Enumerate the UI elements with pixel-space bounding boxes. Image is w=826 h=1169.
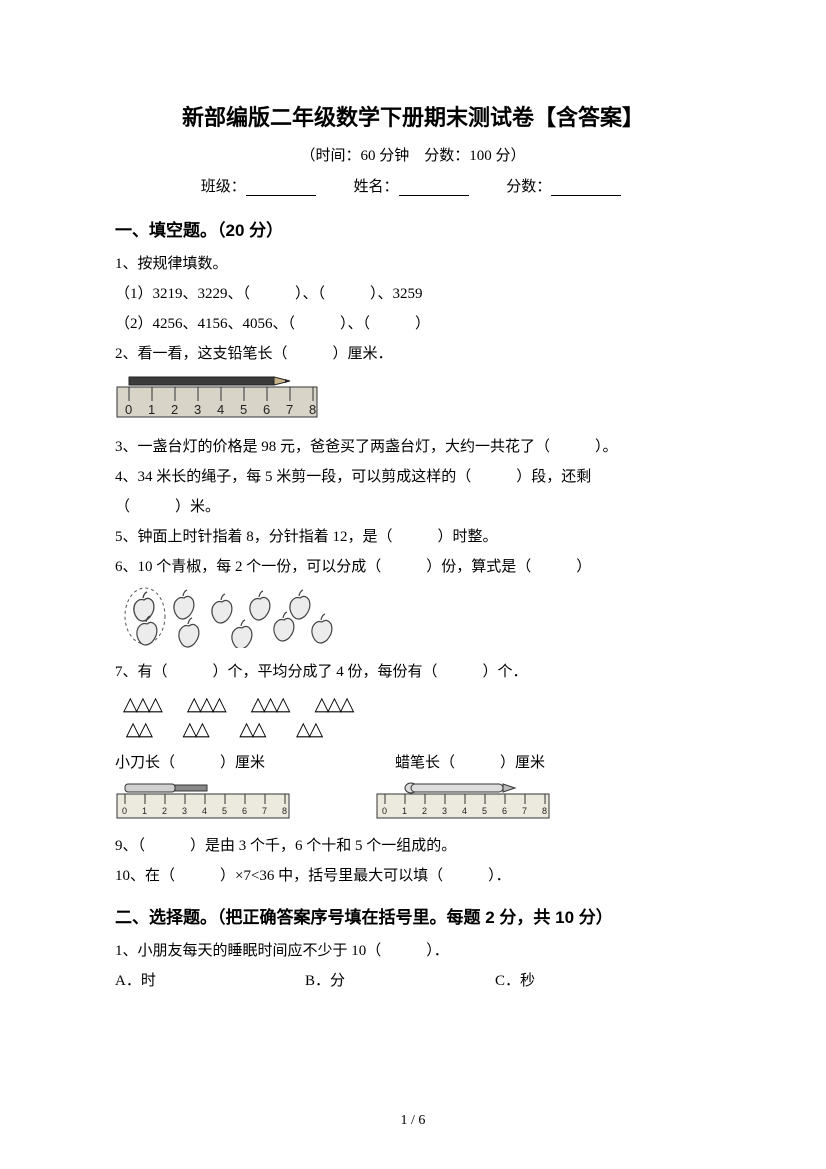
svg-text:1: 1 xyxy=(402,806,407,816)
page-number: 1 / 6 xyxy=(0,1113,826,1129)
tri-group: △△ xyxy=(236,718,267,743)
section-2-title: 二、选择题。（把正确答案序号填在括号里。每题 2 分，共 10 分） xyxy=(115,903,711,928)
ruler-crayon: 0 1 2 3 4 5 6 7 8 xyxy=(375,782,555,827)
section-1-title: 一、填空题。（20 分） xyxy=(115,216,711,241)
svg-text:2: 2 xyxy=(162,806,167,816)
svg-text:1: 1 xyxy=(142,806,147,816)
subtitle: （时间：60 分钟 分数：100 分） xyxy=(115,144,711,165)
q1-stem: 1、按规律填数。 xyxy=(115,249,711,279)
q2: 2、看一看，这支铅笔长（ ）厘米． xyxy=(115,339,711,369)
pencil-icon xyxy=(129,377,290,385)
svg-text:2: 2 xyxy=(422,806,427,816)
ruler-crayon-svg: 0 1 2 3 4 5 6 7 8 xyxy=(375,782,555,822)
q6-figure xyxy=(123,586,711,653)
tri-group: △△ xyxy=(180,718,211,743)
q3: 3、一盏台灯的价格是 98 元，爸爸买了两盏台灯，大约一共花了（ ）。 xyxy=(115,432,711,462)
q8-labels: 小刀长（ ）厘米 蜡笔长（ ）厘米 xyxy=(115,748,711,778)
q8-figure: 0 1 2 3 4 5 6 7 8 0 1 2 3 4 5 6 7 8 xyxy=(115,782,711,827)
s2q1-opt-b: B．分 xyxy=(305,966,495,996)
tri-group: △△△ xyxy=(315,693,353,718)
svg-text:4: 4 xyxy=(202,806,207,816)
svg-text:8: 8 xyxy=(282,806,287,816)
q8-right-label: 蜡笔长（ ）厘米 xyxy=(395,748,545,778)
svg-text:3: 3 xyxy=(194,402,201,417)
svg-text:6: 6 xyxy=(242,806,247,816)
q9: 9、（ ）是由 3 个千，6 个十和 5 个一组成的。 xyxy=(115,831,711,861)
peppers-svg xyxy=(123,586,333,648)
page-title: 新部编版二年级数学下册期末测试卷【含答案】 xyxy=(115,100,711,132)
svg-text:3: 3 xyxy=(182,806,187,816)
svg-text:1: 1 xyxy=(148,402,155,417)
q10: 10、在（ ）×7<36 中，括号里最大可以填（ ）． xyxy=(115,861,711,891)
svg-text:6: 6 xyxy=(502,806,507,816)
tri-group: △△ xyxy=(293,718,324,743)
s2q1-opt-c: C．秒 xyxy=(495,966,685,996)
svg-text:5: 5 xyxy=(222,806,227,816)
svg-text:2: 2 xyxy=(171,402,178,417)
class-label: 班级： xyxy=(201,179,246,195)
svg-text:4: 4 xyxy=(462,806,467,816)
q7-figure: △△△ △△△ △△△ △△△ △△ △△ △△ △△ xyxy=(123,693,711,742)
svg-text:0: 0 xyxy=(382,806,387,816)
tri-group: △△ xyxy=(123,718,154,743)
q4-a: 4、34 米长的绳子，每 5 米剪一段，可以剪成这样的（ ）段，还剩 xyxy=(115,462,711,492)
tri-group: △△△ xyxy=(123,693,161,718)
q4-b: （ ）米。 xyxy=(115,492,711,522)
ruler-with-pencil: 0 1 2 3 4 5 6 7 8 xyxy=(115,375,325,426)
svg-text:5: 5 xyxy=(240,402,247,417)
ruler-svg: 0 1 2 3 4 5 6 7 8 xyxy=(115,375,325,421)
svg-text:7: 7 xyxy=(262,806,267,816)
svg-text:5: 5 xyxy=(482,806,487,816)
svg-text:8: 8 xyxy=(542,806,547,816)
ruler-knife: 0 1 2 3 4 5 6 7 8 xyxy=(115,782,295,827)
s2q1: 1、小朋友每天的睡眠时间应不少于 10（ ）． xyxy=(115,936,711,966)
svg-text:4: 4 xyxy=(217,402,224,417)
class-blank xyxy=(246,181,316,196)
q8-left-label: 小刀长（ ）厘米 xyxy=(115,748,395,778)
score-label: 分数： xyxy=(506,179,551,195)
q6: 6、10 个青椒，每 2 个一份，可以分成（ ）份，算式是（ ） xyxy=(115,552,711,582)
svg-text:0: 0 xyxy=(122,806,127,816)
tri-group: △△△ xyxy=(251,693,289,718)
tri-group: △△△ xyxy=(187,693,225,718)
s2q1-choices: A．时 B．分 C．秒 xyxy=(115,966,711,996)
triangle-row-2: △△ △△ △△ △△ xyxy=(123,718,711,743)
svg-text:0: 0 xyxy=(125,402,132,417)
crayon-icon xyxy=(405,783,515,793)
q7: 7、有（ ）个，平均分成了 4 份，每份有（ ）个． xyxy=(115,657,711,687)
svg-text:7: 7 xyxy=(522,806,527,816)
name-label: 姓名： xyxy=(353,179,398,195)
knife-icon xyxy=(125,784,207,792)
q2-figure: 0 1 2 3 4 5 6 7 8 xyxy=(115,375,711,426)
info-line: 班级： 姓名： 分数： xyxy=(115,175,711,196)
score-blank xyxy=(551,181,621,196)
triangle-row-1: △△△ △△△ △△△ △△△ xyxy=(123,693,711,718)
svg-text:6: 6 xyxy=(263,402,270,417)
q1-line1: （1）3219、3229、（ ）、（ ）、3259 xyxy=(115,279,711,309)
svg-text:7: 7 xyxy=(286,402,293,417)
name-blank xyxy=(399,181,469,196)
ruler-knife-svg: 0 1 2 3 4 5 6 7 8 xyxy=(115,782,295,822)
s2q1-opt-a: A．时 xyxy=(115,966,305,996)
q1-line2: （2）4256、4156、4056、（ ）、（ ） xyxy=(115,309,711,339)
svg-text:3: 3 xyxy=(442,806,447,816)
svg-text:8: 8 xyxy=(309,402,316,417)
q5: 5、钟面上时针指着 8，分针指着 12，是（ ）时整。 xyxy=(115,522,711,552)
